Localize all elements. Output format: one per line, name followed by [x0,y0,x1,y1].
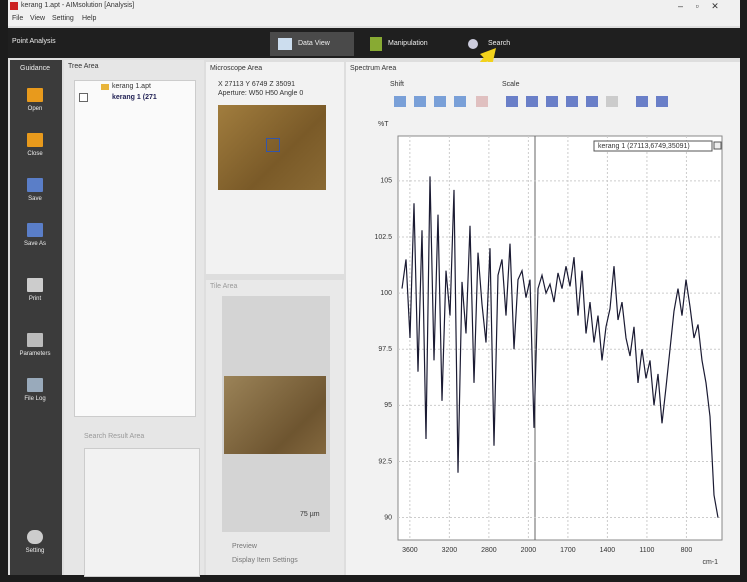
app-icon [10,2,18,10]
folder-icon [101,84,109,90]
x-tick-label: 3200 [442,547,458,554]
y-tick-label: 100 [380,290,392,297]
tile-panel: Tile Area 75 µm Preview Display Item Set… [206,280,344,575]
legend-label: kerang 1 (27113,6749,35091) [598,143,690,150]
window-title: kerang 1.apt - AIMsolution [Analysis] [21,2,134,9]
x-tick-label: 800 [681,547,693,554]
sidebar-item[interactable]: Open [10,88,60,112]
sidebar-item[interactable]: Print [10,278,60,302]
tab-label[interactable]: Data View [298,40,330,47]
page: kerang 1.apt - AIMsolution [Analysis] – … [0,0,747,582]
sidebar-label: Open [28,106,43,112]
screen: kerang 1.apt - AIMsolution [Analysis] – … [8,0,740,575]
sidebar-item[interactable]: Setting [10,530,60,554]
mode-label[interactable]: Point Analysis [12,38,56,45]
sidebar-item[interactable]: Save As [10,223,60,247]
y-tick-label: 95 [384,402,392,409]
sidebar-item[interactable]: Close [10,133,60,157]
tree-view: kerang 1.apt kerang 1 (271 [74,80,196,417]
y-tick-label: 102.5 [374,234,392,241]
panel-title: Microscope Area [210,65,262,72]
spectrum-chart: 90 92.5 95 97.5 100 102.5 105 3600 3200 2800 2000 1… [346,62,740,575]
microscope-panel: Microscope Area X 27113 Y 6749 Z 35091 A… [206,62,344,274]
tile-image: 75 µm [222,296,330,532]
y-tick-label: 90 [384,514,392,521]
menu-bar: File View Setting Help [8,12,740,26]
legend-close [714,142,721,149]
y-tick-label: 92.5 [378,458,392,465]
stage-coords: X 27113 Y 6749 Z 35091 [218,81,295,88]
panel-title: Tree Area [68,63,98,70]
y-tick-label: 105 [380,178,392,185]
window-controls[interactable]: – ▫ ✕ [678,1,719,12]
tab-label[interactable]: Manipulation [388,40,428,47]
menu-item[interactable]: Help [82,15,96,22]
menu-item[interactable]: Setting [52,15,74,22]
x-tick-label: 1700 [560,547,576,554]
sidebar-item[interactable]: Save [10,178,60,202]
aperture-box [266,138,280,152]
sidebar-title: Guidance [10,65,60,72]
sidebar-item[interactable]: File Log [10,378,60,402]
sidebar-label: Close [27,151,42,157]
panel-title: Tile Area [210,283,237,290]
search-result-box [84,448,200,577]
plot-area [398,136,722,540]
tree-panel: Tree Area kerang 1.apt kerang 1 (271 Sea… [64,60,204,575]
sidebar-label: Parameters [19,351,50,357]
tab-icon [278,38,292,50]
display-settings[interactable]: Display Item Settings [232,557,298,564]
sidebar-label: Save [28,196,42,202]
x-tick-label: 2800 [481,547,497,554]
tree-node[interactable]: kerang 1 (271 [112,94,157,101]
menu-item[interactable]: View [30,15,45,22]
sidebar-label: File Log [24,396,45,402]
microscope-image [218,105,326,190]
y-axis-label: %T [378,121,389,128]
sidebar-item[interactable]: Parameters [10,333,60,357]
x-tick-label: 1100 [639,547,654,554]
scale-bar-label: 75 µm [300,511,320,518]
aperture: Aperture: W50 H50 Angle 0 [218,90,303,97]
sidebar: Guidance Open Close Save Save As Print P… [10,60,62,575]
sidebar-label: Save As [24,241,46,247]
menu-item[interactable]: File [12,15,23,22]
y-tick-label: 97.5 [378,346,392,353]
x-tick-label: 1400 [600,547,616,554]
sidebar-label: Print [29,296,41,302]
x-tick-label: 2000 [521,547,537,554]
toolbar: Point Analysis Data View Manipulation Se… [8,28,740,58]
title-bar: kerang 1.apt - AIMsolution [Analysis] – … [8,0,740,12]
x-axis-label: cm-1 [702,559,718,566]
x-tick-label: 3600 [402,547,418,554]
tree-node[interactable]: kerang 1.apt [112,83,151,90]
preview-checkbox[interactable]: Preview [232,543,257,550]
sidebar-label: Setting [26,548,45,554]
panel-title: Search Result Area [84,433,144,440]
checkbox[interactable] [79,93,88,102]
tile-sample [224,376,326,454]
tab-icon [370,37,382,51]
